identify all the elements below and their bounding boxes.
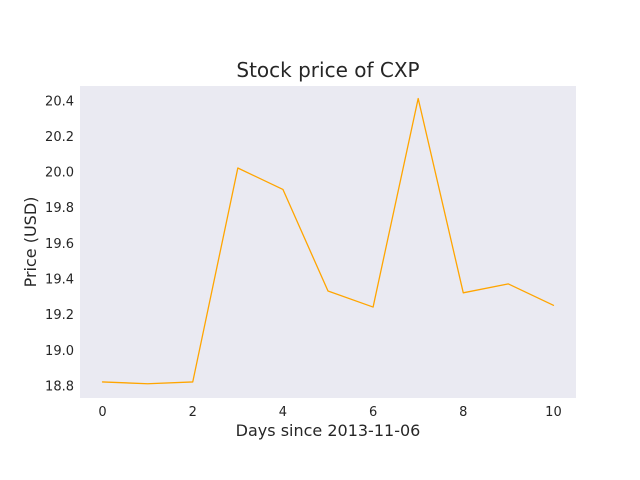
series-layer (101, 97, 555, 385)
y-tick-label: 19.4 (45, 273, 74, 288)
price-series-line (101, 97, 555, 385)
y-axis-label: Price (USD) (21, 197, 40, 288)
x-tick-label: 6 (369, 405, 377, 420)
x-tick-label: 2 (189, 405, 197, 420)
y-tick-label: 18.8 (45, 380, 74, 395)
x-axis-label: Days since 2013-11-06 (236, 421, 421, 440)
y-tick-label: 20.0 (45, 166, 74, 181)
chart-title: Stock price of CXP (236, 58, 419, 82)
x-tick-label: 10 (545, 405, 562, 420)
y-tick-label: 19.6 (45, 237, 74, 252)
y-axis-ticks: 18.8 19.0 19.2 19.4 19.6 19.8 20.0 20.2 20.4 (45, 94, 74, 394)
y-tick-label: 19.0 (45, 344, 74, 359)
y-tick-label: 19.8 (45, 201, 74, 216)
y-tick-label: 19.2 (45, 308, 74, 323)
plot-area (80, 86, 576, 398)
y-tick-label: 20.2 (45, 130, 74, 145)
x-tick-label: 4 (279, 405, 287, 420)
y-tick-label: 20.4 (45, 94, 74, 109)
x-tick-label: 0 (98, 405, 106, 420)
x-axis-ticks: 0 2 4 6 8 10 (98, 405, 561, 420)
x-tick-label: 8 (459, 405, 467, 420)
